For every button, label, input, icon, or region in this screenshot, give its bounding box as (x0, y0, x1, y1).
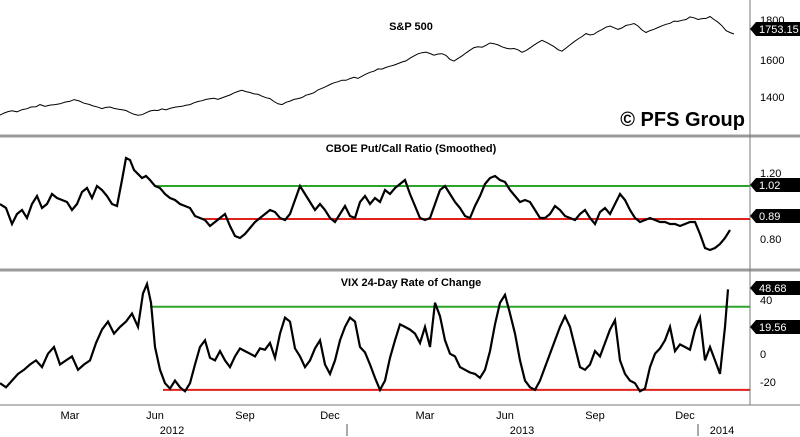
pc-last-value-tag: 0.89 (750, 209, 800, 223)
x-month-label: Jun (146, 410, 164, 422)
x-axis-labels: Mar Jun Sep Dec Mar Jun Sep Dec 2012 2013 2014 (61, 410, 735, 437)
vix-series-line (0, 280, 730, 393)
pc-upper-value-tag: 1.02 (750, 178, 800, 192)
pc-last-value: 0.89 (759, 211, 780, 223)
pc-tick-1-20: 1.20 (760, 168, 781, 180)
vix-tick-40: 40 (760, 295, 772, 307)
x-year-label: 2012 (160, 425, 184, 437)
watermark: © PFS Group (620, 109, 745, 131)
sp-last-value-tag: 1753.15 (750, 22, 800, 36)
x-month-label: Sep (235, 410, 255, 422)
vix-tick-neg20: -20 (760, 377, 776, 389)
x-year-label: 2013 (510, 425, 534, 437)
sp-tick-1400: 1400 (760, 92, 784, 104)
panel-1-title: S&P 500 (389, 21, 433, 33)
vix-mid-value-tag: 19.56 (750, 320, 800, 334)
vix-mid-value: 19.56 (759, 322, 787, 334)
x-month-label: Mar (61, 410, 80, 422)
x-month-label: Sep (585, 410, 605, 422)
vix-last-value-tag: 48.68 (750, 281, 800, 295)
sp-last-value: 1753.15 (759, 24, 799, 36)
vix-last-value: 48.68 (759, 283, 787, 295)
sp-tick-1600: 1600 (760, 55, 784, 67)
x-month-label: Mar (416, 410, 435, 422)
panel-3-title: VIX 24-Day Rate of Change (341, 277, 482, 289)
x-month-label: Dec (320, 410, 340, 422)
pc-upper-value: 1.02 (759, 180, 780, 192)
sp500-series-line (0, 15, 735, 116)
x-year-label: 2014 (710, 425, 734, 437)
x-month-label: Dec (675, 410, 695, 422)
x-month-label: Jun (496, 410, 514, 422)
putcall-series-line (0, 156, 731, 252)
pc-tick-0-80: 0.80 (760, 234, 781, 246)
vix-tick-0: 0 (760, 349, 766, 361)
panel-2-title: CBOE Put/Call Ratio (Smoothed) (326, 143, 497, 155)
